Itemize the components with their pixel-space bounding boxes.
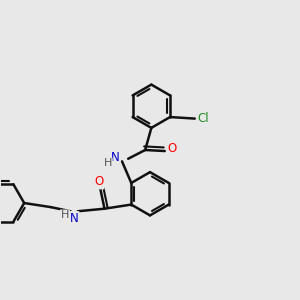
Text: O: O [167,142,177,155]
Text: O: O [94,176,104,188]
Text: H: H [61,210,69,220]
Text: Cl: Cl [197,112,209,125]
Text: N: N [70,212,79,225]
Text: N: N [111,151,120,164]
Text: H: H [103,158,112,168]
